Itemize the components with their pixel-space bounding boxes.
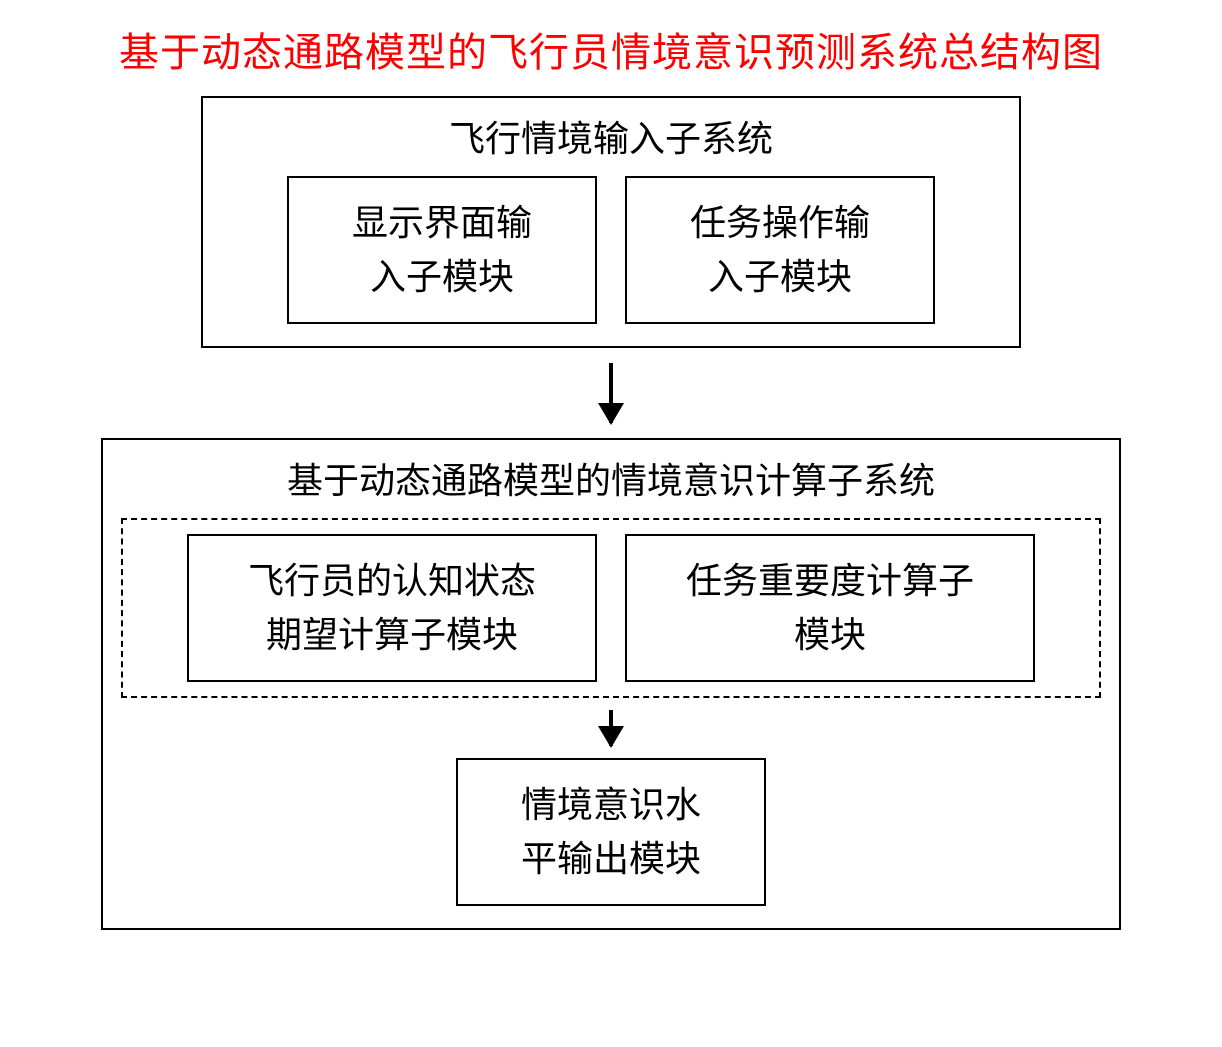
cognitive-state-module: 飞行员的认知状态 期望计算子模块 [187, 534, 597, 682]
subsystem-input-box: 飞行情境输入子系统 显示界面输 入子模块 任务操作输 入子模块 [201, 96, 1021, 348]
task-operation-line2: 入子模块 [708, 250, 852, 304]
display-input-module: 显示界面输 入子模块 [287, 176, 597, 324]
subsystem-calculation-title: 基于动态通路模型的情境意识计算子系统 [121, 452, 1101, 504]
subsystem-calculation-box: 基于动态通路模型的情境意识计算子系统 飞行员的认知状态 期望计算子模块 任务重要… [101, 438, 1121, 930]
cognitive-state-line1: 飞行员的认知状态 [248, 554, 536, 608]
arrow-inner-container [121, 698, 1101, 758]
arrow-outer-container [30, 348, 1192, 438]
output-module: 情境意识水 平输出模块 [456, 758, 766, 906]
task-operation-module: 任务操作输 入子模块 [625, 176, 935, 324]
task-importance-module: 任务重要度计算子 模块 [625, 534, 1035, 682]
module-row-top: 显示界面输 入子模块 任务操作输 入子模块 [221, 176, 1001, 324]
display-input-line2: 入子模块 [370, 250, 514, 304]
diagram-title: 基于动态通路模型的飞行员情境意识预测系统总结构图 [30, 20, 1192, 78]
cognitive-state-line2: 期望计算子模块 [266, 608, 518, 662]
task-operation-line1: 任务操作输 [690, 196, 870, 250]
arrow-down-icon [609, 710, 613, 746]
arrow-down-icon [609, 363, 613, 423]
dashed-module-container: 飞行员的认知状态 期望计算子模块 任务重要度计算子 模块 [121, 518, 1101, 698]
output-line1: 情境意识水 [521, 778, 701, 832]
output-line2: 平输出模块 [521, 832, 701, 886]
subsystem-input-title: 飞行情境输入子系统 [221, 110, 1001, 162]
task-importance-line1: 任务重要度计算子 [686, 554, 974, 608]
task-importance-line2: 模块 [794, 608, 866, 662]
display-input-line1: 显示界面输 [352, 196, 532, 250]
